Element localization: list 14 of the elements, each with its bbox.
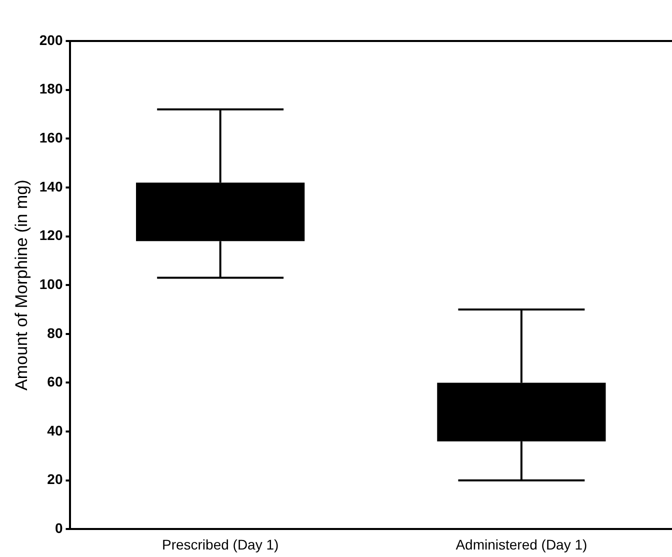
y-tick-label: 20: [47, 471, 63, 488]
y-tick-label: 160: [39, 130, 63, 146]
y-axis-title: Amount of Morphine (in mg): [12, 180, 31, 390]
y-tick-label: 60: [47, 374, 63, 390]
y-tick-label: 180: [39, 80, 63, 97]
y-tick-label: 140: [39, 178, 63, 194]
y-tick-label: 200: [39, 32, 63, 48]
y-tick-label: 0: [54, 520, 63, 536]
y-tick-label: 120: [39, 227, 63, 244]
y-tick-label: 100: [39, 276, 63, 292]
x-tick-label: Administered (Day 1): [456, 536, 588, 552]
y-tick-label: 80: [47, 324, 63, 341]
x-tick-label: Prescribed (Day 1): [162, 536, 279, 552]
y-tick-label: 40: [47, 422, 63, 438]
